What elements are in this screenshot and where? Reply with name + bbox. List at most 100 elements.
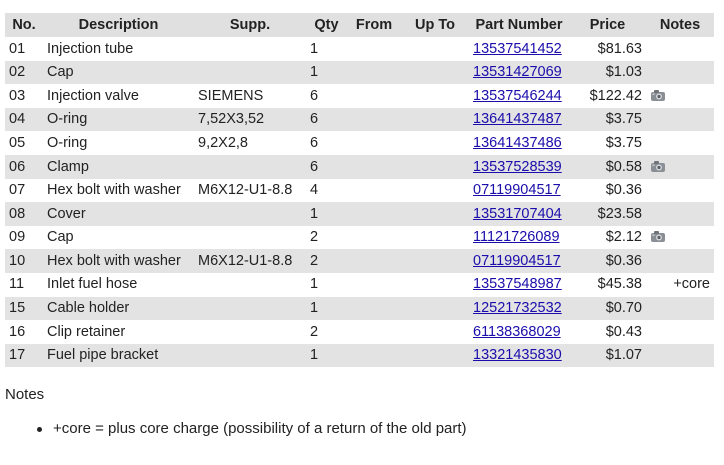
- table-row: 01 Injection tube 1 13537541452 $81.63: [5, 37, 714, 61]
- cell-no: 07: [5, 178, 43, 203]
- cell-qty: 1: [306, 202, 347, 226]
- cell-supp: [194, 202, 306, 226]
- cell-up-to: [401, 225, 469, 250]
- cell-qty: 2: [306, 249, 347, 273]
- cell-part-number: 11121726089: [469, 225, 569, 250]
- cell-price: $0.36: [569, 178, 646, 203]
- cell-qty: 2: [306, 225, 347, 250]
- cell-price: $0.36: [569, 249, 646, 273]
- cell-price: $1.07: [569, 343, 646, 368]
- notes-heading: Notes: [5, 386, 45, 403]
- cell-supp: [194, 272, 306, 297]
- table-row: 07 Hex bolt with washer M6X12-U1-8.8 4 07119…: [5, 178, 714, 203]
- cell-up-to: [401, 320, 469, 344]
- cell-description: O-ring: [43, 131, 194, 155]
- table-row: 11 Inlet fuel hose 1 13537548987 $45.38 +core: [5, 272, 714, 297]
- table-row: 10 Hex bolt with washer M6X12-U1-8.8 2 07119…: [5, 249, 714, 273]
- cell-notes: [646, 320, 714, 344]
- cell-up-to: [401, 272, 469, 297]
- cell-notes: [646, 131, 714, 155]
- cell-description: Inlet fuel hose: [43, 272, 194, 297]
- cell-from: [347, 84, 401, 108]
- cell-up-to: [401, 60, 469, 85]
- cell-from: [347, 343, 401, 368]
- cell-part-number: 13641437487: [469, 107, 569, 132]
- cell-price: $81.63: [569, 37, 646, 61]
- part-number-link[interactable]: 13641437486: [473, 134, 562, 151]
- price-value: $0.36: [605, 252, 642, 269]
- cell-supp: 9,2X2,8: [194, 131, 306, 155]
- price-value: $0.58: [605, 158, 642, 175]
- cell-price: $0.58: [569, 154, 646, 179]
- camera-icon[interactable]: [649, 89, 667, 102]
- cell-from: [347, 131, 401, 155]
- camera-icon[interactable]: [649, 230, 667, 243]
- cell-qty: 1: [306, 296, 347, 321]
- cell-notes: [646, 37, 714, 61]
- table-row: 15 Cable holder 1 12521732532 $0.70: [5, 296, 714, 321]
- notes-list: +core = plus core charge (possibility of…: [37, 420, 467, 437]
- cell-price: $23.58: [569, 202, 646, 226]
- header-supp: Supp.: [194, 13, 306, 37]
- cell-qty: 4: [306, 178, 347, 203]
- cell-no: 08: [5, 202, 43, 226]
- cell-notes: +core: [646, 272, 714, 297]
- cell-no: 15: [5, 296, 43, 321]
- cell-from: [347, 202, 401, 226]
- cell-supp: [194, 225, 306, 250]
- cell-part-number: 61138368029: [469, 320, 569, 344]
- header-no: No.: [5, 13, 43, 37]
- cell-description: Cable holder: [43, 296, 194, 321]
- part-number-link[interactable]: 13531707404: [473, 205, 562, 222]
- cell-no: 04: [5, 107, 43, 132]
- cell-no: 06: [5, 154, 43, 179]
- header-price: Price: [569, 13, 646, 37]
- cell-up-to: [401, 249, 469, 273]
- cell-no: 05: [5, 131, 43, 155]
- part-number-link[interactable]: 13537541452: [473, 40, 562, 57]
- cell-part-number: 13537528539: [469, 154, 569, 179]
- cell-up-to: [401, 154, 469, 179]
- header-from: From: [347, 13, 401, 37]
- part-number-link[interactable]: 13641437487: [473, 111, 562, 128]
- camera-icon[interactable]: [649, 160, 667, 173]
- part-number-link[interactable]: 12521732532: [473, 300, 562, 317]
- cell-supp: SIEMENS: [194, 84, 306, 108]
- header-notes: Notes: [646, 13, 714, 37]
- cell-description: Cap: [43, 60, 194, 85]
- part-number-link[interactable]: 13321435830: [473, 347, 562, 364]
- cell-price: $3.75: [569, 131, 646, 155]
- price-value: $45.38: [597, 276, 642, 293]
- cell-description: Hex bolt with washer: [43, 249, 194, 273]
- cell-notes: [646, 296, 714, 321]
- cell-up-to: [401, 131, 469, 155]
- part-number-link[interactable]: 13537548987: [473, 276, 562, 293]
- part-number-link[interactable]: 13537546244: [473, 87, 562, 104]
- header-up-to: Up To: [401, 13, 469, 37]
- part-number-link[interactable]: 07119904517: [473, 182, 561, 199]
- part-number-link[interactable]: 07119904517: [473, 252, 561, 269]
- cell-part-number: 13537541452: [469, 37, 569, 61]
- cell-price: $3.75: [569, 107, 646, 132]
- part-number-link[interactable]: 61138368029: [473, 323, 561, 340]
- cell-from: [347, 272, 401, 297]
- part-number-link[interactable]: 13531427069: [473, 64, 562, 81]
- cell-part-number: 07119904517: [469, 249, 569, 273]
- cell-supp: M6X12-U1-8.8: [194, 249, 306, 273]
- parts-table: No. Description Supp. Qty From Up To Par…: [5, 13, 714, 368]
- price-value: $1.07: [605, 347, 642, 364]
- table-row: 08 Cover 1 13531707404 $23.58: [5, 202, 714, 226]
- part-number-link[interactable]: 13537528539: [473, 158, 562, 175]
- cell-supp: [194, 154, 306, 179]
- cell-no: 17: [5, 343, 43, 368]
- cell-notes: [646, 343, 714, 368]
- cell-part-number: 12521732532: [469, 296, 569, 321]
- price-value: $1.03: [605, 64, 642, 81]
- cell-description: Clamp: [43, 154, 194, 179]
- cell-no: 11: [5, 272, 43, 297]
- part-number-link[interactable]: 11121726089: [473, 229, 560, 246]
- cell-from: [347, 37, 401, 61]
- cell-qty: 1: [306, 272, 347, 297]
- cell-part-number: 13537546244: [469, 84, 569, 108]
- header-part-number: Part Number: [469, 13, 569, 37]
